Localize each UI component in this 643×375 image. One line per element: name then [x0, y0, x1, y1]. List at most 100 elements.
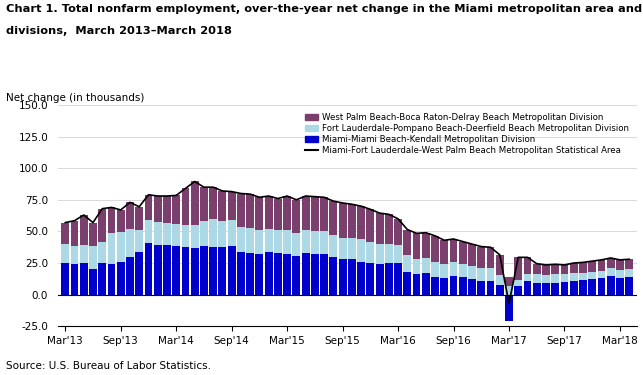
- Bar: [422, 273, 430, 295]
- Bar: [607, 258, 615, 268]
- Bar: [200, 246, 208, 295]
- Text: divisions,  March 2013–March 2018: divisions, March 2013–March 2018: [6, 26, 232, 36]
- Bar: [320, 197, 328, 231]
- Bar: [145, 195, 152, 220]
- Bar: [570, 281, 577, 295]
- Bar: [588, 279, 596, 295]
- Bar: [228, 192, 235, 220]
- Bar: [265, 196, 273, 229]
- Bar: [385, 263, 393, 295]
- Bar: [588, 261, 596, 272]
- Bar: [283, 196, 291, 230]
- Bar: [265, 229, 273, 252]
- Bar: [154, 196, 161, 222]
- Bar: [80, 245, 87, 263]
- Bar: [376, 264, 383, 295]
- Bar: [468, 244, 476, 266]
- Bar: [588, 272, 596, 279]
- Bar: [533, 264, 541, 274]
- Bar: [117, 262, 125, 295]
- Bar: [367, 209, 374, 242]
- Bar: [228, 246, 235, 295]
- Bar: [348, 204, 356, 238]
- Bar: [440, 278, 448, 295]
- Bar: [89, 223, 97, 246]
- Bar: [181, 225, 190, 247]
- Bar: [191, 248, 199, 295]
- Bar: [329, 201, 338, 235]
- Bar: [237, 227, 245, 252]
- Bar: [209, 219, 217, 247]
- Bar: [320, 254, 328, 295]
- Bar: [339, 238, 347, 259]
- Bar: [551, 264, 559, 274]
- Bar: [385, 214, 393, 244]
- Bar: [219, 191, 226, 220]
- Bar: [561, 282, 568, 295]
- Bar: [440, 264, 448, 278]
- Bar: [625, 259, 633, 269]
- Bar: [533, 283, 541, 295]
- Bar: [459, 277, 467, 295]
- Bar: [98, 263, 106, 295]
- Bar: [145, 243, 152, 295]
- Bar: [191, 182, 199, 225]
- Bar: [570, 273, 577, 281]
- Bar: [413, 259, 421, 274]
- Bar: [117, 232, 125, 262]
- Bar: [496, 285, 503, 295]
- Bar: [607, 268, 615, 276]
- Bar: [625, 277, 633, 295]
- Legend: West Palm Beach-Boca Raton-Delray Beach Metropolitan Division, Fort Lauderdale-P: West Palm Beach-Boca Raton-Delray Beach …: [301, 109, 632, 159]
- Bar: [135, 230, 143, 252]
- Bar: [311, 231, 319, 254]
- Bar: [293, 233, 300, 256]
- Bar: [246, 194, 254, 228]
- Bar: [283, 230, 291, 254]
- Bar: [616, 278, 624, 295]
- Bar: [616, 260, 624, 270]
- Bar: [422, 258, 430, 273]
- Bar: [98, 242, 106, 263]
- Bar: [329, 235, 338, 257]
- Bar: [293, 256, 300, 295]
- Bar: [237, 194, 245, 227]
- Bar: [172, 246, 180, 295]
- Bar: [89, 246, 97, 269]
- Bar: [403, 255, 412, 272]
- Bar: [561, 265, 568, 274]
- Bar: [579, 280, 587, 295]
- Bar: [172, 195, 180, 225]
- Bar: [181, 247, 190, 295]
- Bar: [394, 245, 402, 263]
- Bar: [505, 286, 513, 295]
- Bar: [542, 283, 550, 295]
- Bar: [145, 220, 152, 243]
- Bar: [477, 268, 485, 281]
- Bar: [523, 274, 531, 281]
- Bar: [255, 197, 264, 230]
- Bar: [209, 247, 217, 295]
- Bar: [422, 233, 430, 258]
- Bar: [496, 275, 503, 285]
- Bar: [625, 269, 633, 277]
- Bar: [107, 264, 115, 295]
- Bar: [135, 252, 143, 295]
- Bar: [514, 257, 522, 280]
- Bar: [302, 253, 309, 295]
- Bar: [89, 269, 97, 295]
- Bar: [431, 277, 439, 295]
- Bar: [523, 281, 531, 295]
- Bar: [431, 236, 439, 262]
- Bar: [597, 260, 605, 271]
- Bar: [376, 213, 383, 244]
- Bar: [487, 247, 494, 268]
- Bar: [339, 259, 347, 295]
- Bar: [597, 278, 605, 295]
- Bar: [61, 263, 69, 295]
- Bar: [71, 246, 78, 264]
- Bar: [413, 233, 421, 259]
- Bar: [607, 276, 615, 295]
- Bar: [413, 274, 421, 295]
- Bar: [514, 286, 522, 295]
